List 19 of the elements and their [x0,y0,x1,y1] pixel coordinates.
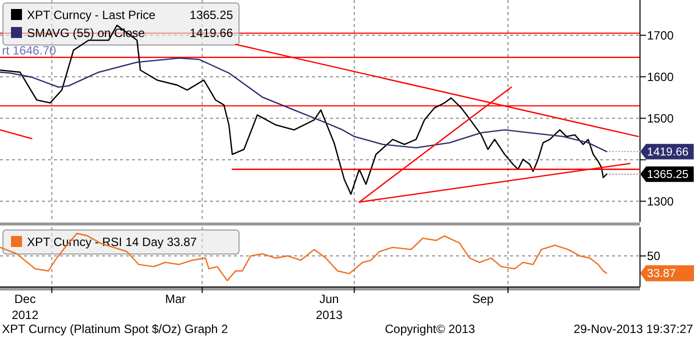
y-tick-label: 33.87 [647,268,676,280]
annotation: rt 1646.70 [2,43,56,58]
text: XPT Curncy (Platinum Spot $/Oz) Graph 2 [2,322,228,336]
x-tick-label: Mar [165,292,186,306]
text: 1419.66 [190,26,233,40]
text: Copyright© 2013 [384,322,476,336]
y-tick-label: 50 [647,249,661,264]
y-tick-label: 1700 [647,28,674,42]
legend-label: XPT Curncy - Last Price [27,8,156,22]
y-tick-label: 1300 [647,194,674,208]
data-label: 1419.66 [647,146,689,159]
text: 29-Nov-2013 19:37:27 [574,322,694,336]
data-label: 1365.25 [647,169,689,182]
text: 1365.25 [190,8,233,22]
y-tick-label: 1600 [647,70,674,84]
x-tick-label: Jun 2013 [316,292,343,322]
x-tick-label: Dec 2012 [12,292,39,322]
y-tick-label: 1500 [647,111,674,126]
x-tick-label: Sep [472,292,494,306]
